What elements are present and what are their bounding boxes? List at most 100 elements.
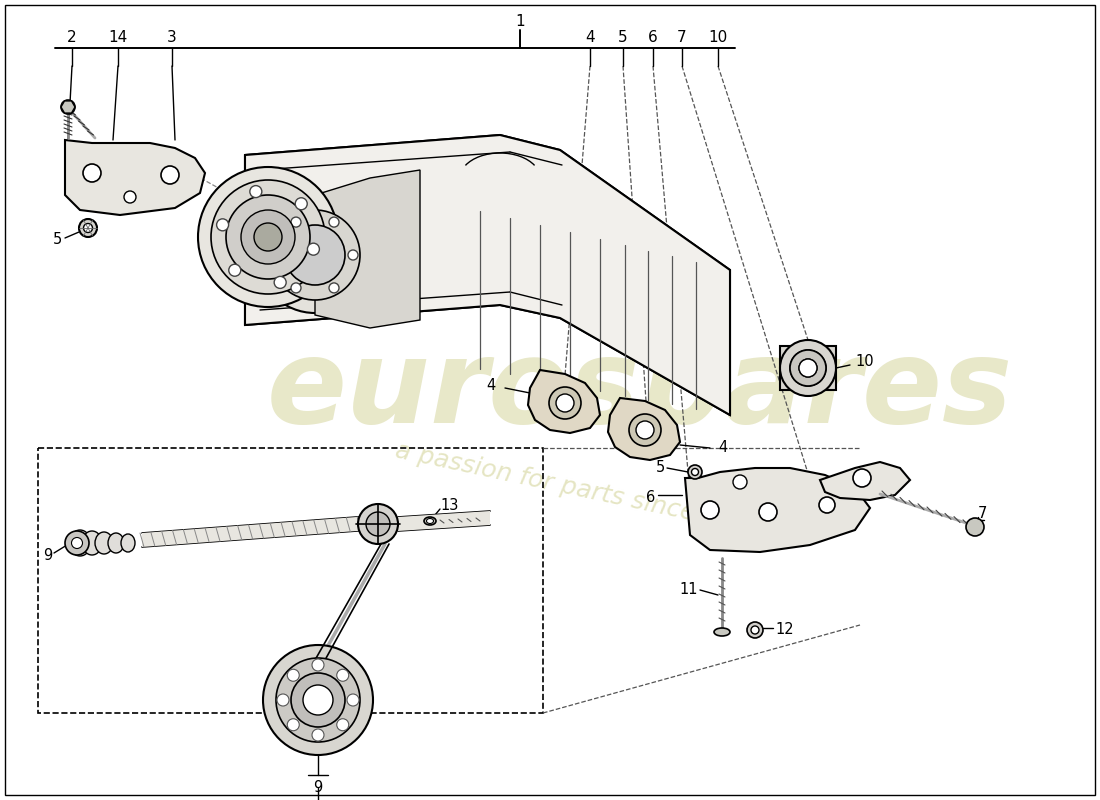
Text: 3: 3 — [167, 30, 177, 45]
Circle shape — [820, 497, 835, 513]
Circle shape — [226, 195, 310, 279]
Text: 6: 6 — [648, 30, 658, 45]
Text: 5: 5 — [53, 233, 62, 247]
Circle shape — [287, 670, 299, 682]
Circle shape — [688, 465, 702, 479]
Ellipse shape — [424, 517, 436, 525]
Circle shape — [747, 622, 763, 638]
Circle shape — [257, 197, 373, 313]
Circle shape — [329, 283, 339, 293]
Text: eurospares: eurospares — [267, 333, 1013, 447]
Text: 2: 2 — [67, 30, 77, 45]
Circle shape — [790, 350, 826, 386]
Circle shape — [211, 180, 324, 294]
Text: 13: 13 — [440, 498, 459, 514]
Circle shape — [799, 359, 817, 377]
Text: 4: 4 — [486, 378, 496, 394]
Circle shape — [780, 340, 836, 396]
Text: 5: 5 — [656, 461, 666, 475]
Ellipse shape — [95, 532, 113, 554]
Circle shape — [358, 504, 398, 544]
Polygon shape — [608, 398, 680, 460]
Circle shape — [346, 694, 359, 706]
Circle shape — [549, 387, 581, 419]
Circle shape — [161, 166, 179, 184]
Polygon shape — [65, 140, 205, 215]
Polygon shape — [820, 462, 910, 500]
Polygon shape — [528, 370, 600, 433]
Text: 12: 12 — [776, 622, 793, 638]
Circle shape — [270, 210, 360, 300]
Circle shape — [295, 198, 307, 210]
Circle shape — [72, 538, 82, 549]
Polygon shape — [398, 511, 490, 531]
Ellipse shape — [108, 533, 124, 553]
Ellipse shape — [121, 534, 135, 552]
Polygon shape — [685, 468, 870, 552]
Text: 5: 5 — [618, 30, 628, 45]
Text: 9: 9 — [43, 547, 52, 562]
Text: a passion for parts since 1985: a passion for parts since 1985 — [393, 439, 767, 541]
Circle shape — [337, 670, 349, 682]
Circle shape — [287, 718, 299, 730]
Circle shape — [636, 421, 654, 439]
Text: 11: 11 — [680, 582, 698, 598]
Circle shape — [60, 100, 75, 114]
Polygon shape — [142, 516, 370, 547]
Circle shape — [701, 501, 719, 519]
Circle shape — [276, 658, 360, 742]
Ellipse shape — [427, 518, 433, 523]
Circle shape — [241, 210, 295, 264]
Circle shape — [82, 164, 101, 182]
Text: 14: 14 — [109, 30, 128, 45]
Circle shape — [733, 475, 747, 489]
Ellipse shape — [714, 628, 730, 636]
Circle shape — [759, 503, 777, 521]
Circle shape — [79, 219, 97, 237]
Ellipse shape — [69, 530, 91, 556]
Text: 10: 10 — [855, 354, 873, 370]
Circle shape — [852, 469, 871, 487]
Circle shape — [272, 250, 282, 260]
Text: 4: 4 — [585, 30, 595, 45]
Circle shape — [229, 264, 241, 276]
Circle shape — [556, 394, 574, 412]
Circle shape — [254, 223, 282, 251]
Polygon shape — [60, 101, 75, 113]
Circle shape — [277, 694, 289, 706]
Circle shape — [124, 191, 136, 203]
Circle shape — [292, 217, 301, 227]
Circle shape — [198, 167, 338, 307]
Bar — [39, 448, 543, 713]
Text: 7: 7 — [978, 506, 988, 522]
Ellipse shape — [82, 531, 102, 555]
Circle shape — [329, 217, 339, 227]
Polygon shape — [315, 170, 420, 328]
Circle shape — [799, 359, 817, 377]
Circle shape — [292, 283, 301, 293]
Circle shape — [692, 469, 698, 475]
Polygon shape — [245, 135, 730, 415]
Circle shape — [307, 243, 319, 255]
Text: 10: 10 — [708, 30, 727, 45]
Circle shape — [629, 414, 661, 446]
Circle shape — [292, 673, 345, 727]
Circle shape — [250, 186, 262, 198]
Circle shape — [312, 659, 324, 671]
Circle shape — [790, 350, 826, 386]
Text: 6: 6 — [646, 490, 654, 505]
Circle shape — [65, 531, 89, 555]
Circle shape — [366, 512, 390, 536]
Text: 7: 7 — [678, 30, 686, 45]
Circle shape — [302, 685, 333, 715]
Text: 9: 9 — [314, 779, 322, 794]
Circle shape — [312, 729, 324, 741]
Circle shape — [751, 626, 759, 634]
Circle shape — [337, 718, 349, 730]
Circle shape — [217, 219, 229, 231]
Circle shape — [966, 518, 984, 536]
Circle shape — [263, 645, 373, 755]
Circle shape — [84, 223, 92, 233]
Circle shape — [274, 276, 286, 288]
Text: 4: 4 — [718, 441, 727, 455]
